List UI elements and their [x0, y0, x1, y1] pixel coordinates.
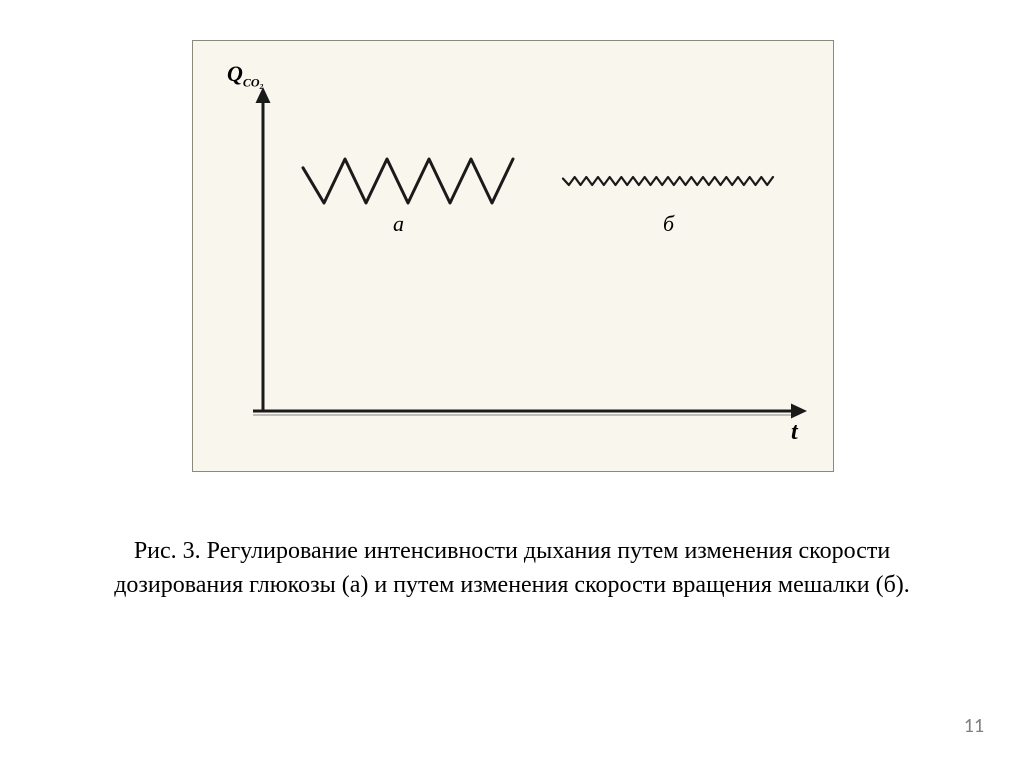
figure-caption: Рис. 3. Регулирование интенсивности дыха…	[100, 535, 924, 602]
y-axis-label: QCO₂	[227, 61, 264, 90]
series-b-label: б	[663, 211, 674, 237]
chart-svg	[193, 41, 833, 471]
page-number: 11	[964, 714, 984, 738]
figure-panel: QCO₂ t а б	[192, 40, 834, 472]
y-axis-label-sub: CO₂	[243, 75, 264, 89]
x-axis-arrow	[791, 404, 807, 419]
series-a-label: а	[393, 211, 404, 237]
x-axis-label: t	[791, 419, 798, 446]
series-b	[563, 177, 773, 185]
series-a	[303, 159, 513, 203]
y-axis-label-main: Q	[227, 61, 243, 86]
